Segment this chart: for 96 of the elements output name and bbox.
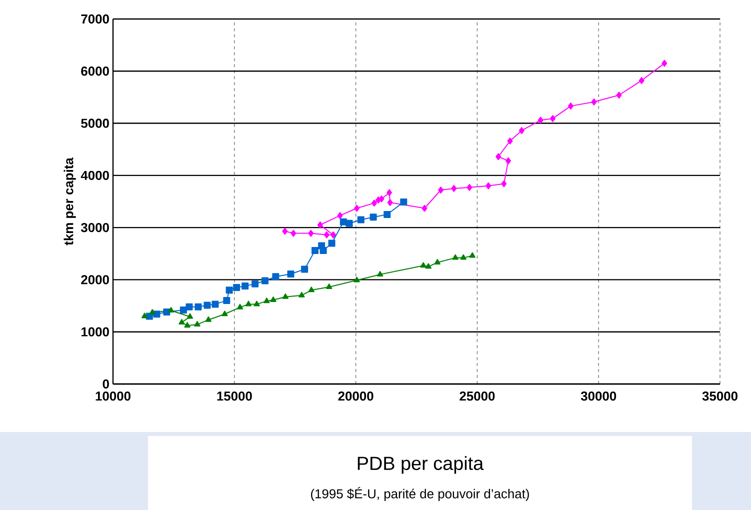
x-tick-label: 30000	[580, 392, 616, 401]
y-tick-label: 7000	[81, 14, 109, 24]
x-tick-label: 25000	[460, 392, 495, 401]
point	[282, 293, 288, 299]
point	[194, 321, 200, 327]
point	[372, 200, 378, 207]
point	[425, 263, 432, 269]
y-tick-label: 5000	[81, 118, 109, 128]
y-tick-label: 1000	[81, 327, 109, 336]
x-tick-label: 20000	[338, 392, 374, 401]
point	[186, 313, 194, 319]
point	[370, 214, 377, 221]
point	[438, 186, 444, 194]
point	[212, 300, 219, 308]
point	[233, 284, 240, 292]
point	[264, 298, 270, 304]
point	[638, 77, 644, 84]
point	[354, 276, 360, 282]
point	[252, 280, 259, 288]
x-tick-label: 35000	[702, 392, 738, 401]
point	[506, 157, 512, 164]
point	[205, 316, 212, 322]
point	[550, 115, 556, 122]
point	[451, 184, 457, 192]
point	[245, 300, 252, 306]
point	[434, 258, 440, 264]
point	[298, 292, 305, 298]
point	[378, 195, 384, 202]
point	[282, 228, 288, 235]
point	[254, 300, 260, 306]
point	[290, 230, 296, 237]
point	[420, 262, 426, 268]
point	[328, 240, 336, 247]
point	[184, 322, 190, 328]
point	[317, 221, 323, 228]
y-tick-label: 0	[102, 379, 109, 389]
point	[236, 304, 244, 310]
point	[422, 204, 428, 212]
point	[460, 254, 466, 260]
point	[180, 306, 187, 314]
point	[272, 273, 280, 280]
point	[308, 286, 314, 292]
y-axis-title: tkm per capita	[64, 158, 76, 246]
point	[616, 92, 622, 99]
y-tick-label: 4000	[80, 170, 109, 180]
point	[149, 309, 156, 315]
point	[386, 189, 392, 196]
point	[287, 270, 294, 278]
y-tick-label: 3000	[80, 222, 109, 232]
x-axis-title: PDB per capita	[358, 456, 484, 474]
point	[568, 102, 574, 110]
point	[168, 306, 174, 312]
point	[326, 284, 332, 289]
point	[384, 211, 391, 218]
point	[223, 297, 230, 304]
point	[376, 270, 384, 276]
point	[400, 198, 408, 206]
point	[141, 312, 148, 318]
point	[507, 138, 513, 144]
point	[337, 212, 343, 220]
point	[222, 310, 228, 316]
point	[308, 230, 314, 237]
point	[354, 204, 360, 212]
point	[518, 127, 524, 134]
x-tick-label: 15000	[217, 392, 252, 401]
point	[496, 153, 502, 160]
y-tick-label: 6000	[81, 66, 109, 76]
point	[163, 308, 170, 316]
point	[662, 60, 668, 67]
point	[312, 247, 319, 254]
point	[330, 231, 336, 238]
point	[204, 302, 211, 309]
point	[357, 216, 364, 224]
point	[242, 282, 249, 290]
point	[324, 231, 330, 238]
point	[194, 303, 202, 310]
point	[346, 220, 353, 227]
point	[270, 296, 276, 302]
point	[466, 184, 472, 191]
point	[469, 252, 476, 258]
point	[486, 182, 492, 190]
y-tick-label: 2000	[81, 275, 109, 284]
point	[538, 116, 544, 124]
point	[320, 247, 327, 254]
point	[226, 286, 233, 294]
point	[452, 254, 458, 260]
x-tick-label: 10000	[96, 392, 130, 401]
point	[387, 199, 393, 206]
point	[178, 318, 185, 324]
point	[591, 98, 597, 106]
point	[340, 218, 347, 226]
text: (1995 $É-U, parité de pouvoir d’achat)	[311, 487, 529, 501]
point	[186, 303, 193, 310]
point	[501, 180, 507, 188]
point	[262, 277, 268, 284]
point	[301, 266, 308, 273]
